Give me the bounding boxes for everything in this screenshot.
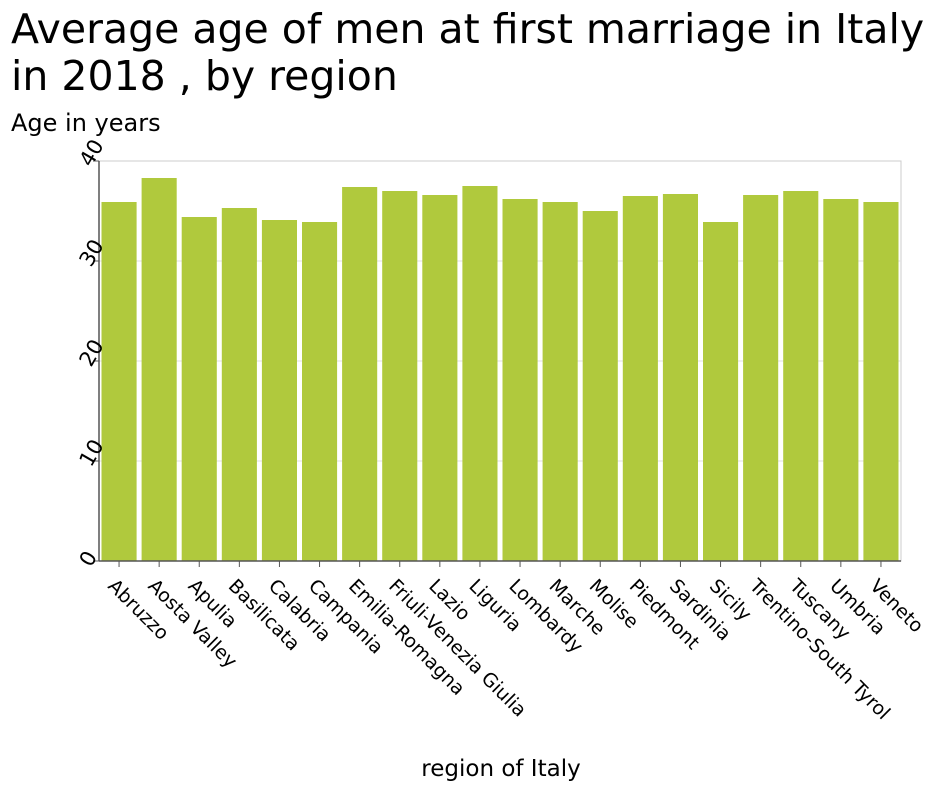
bar-sicily <box>703 222 739 561</box>
bar-emilia-romagna <box>342 187 378 561</box>
bar-basilicata <box>221 208 257 561</box>
grid-lines <box>99 260 901 462</box>
bar-calabria <box>261 220 297 561</box>
bar-molise <box>582 211 618 561</box>
bar-trentino-south-tyrol <box>743 195 779 561</box>
chart-title: Average age of men at first marriage in … <box>11 5 925 100</box>
bar-campania <box>302 222 338 561</box>
y-tick-label: 0 <box>75 547 102 571</box>
bar-lombardy <box>502 199 538 561</box>
bar-piedmont <box>622 196 658 561</box>
bar-friuli-venezia-giulia <box>382 191 418 561</box>
bar-liguria <box>462 186 498 561</box>
bar-aosta-valley <box>141 178 177 561</box>
bar-sardinia <box>662 194 698 561</box>
x-axis-title-text: region of Italy <box>421 756 581 782</box>
chart-subtitle: Age in years <box>11 109 161 137</box>
axes <box>93 160 901 567</box>
bar-veneto <box>863 202 899 561</box>
bars <box>101 178 899 561</box>
x-axis-title: region of Italy <box>0 755 946 783</box>
bar-apulia <box>181 217 217 561</box>
bar-lazio <box>422 195 458 561</box>
bar-marche <box>542 202 578 561</box>
bar-umbria <box>823 199 859 561</box>
bar-tuscany <box>783 191 819 561</box>
bar-abruzzo <box>101 202 137 561</box>
y-tick-label: 40 <box>75 135 109 170</box>
